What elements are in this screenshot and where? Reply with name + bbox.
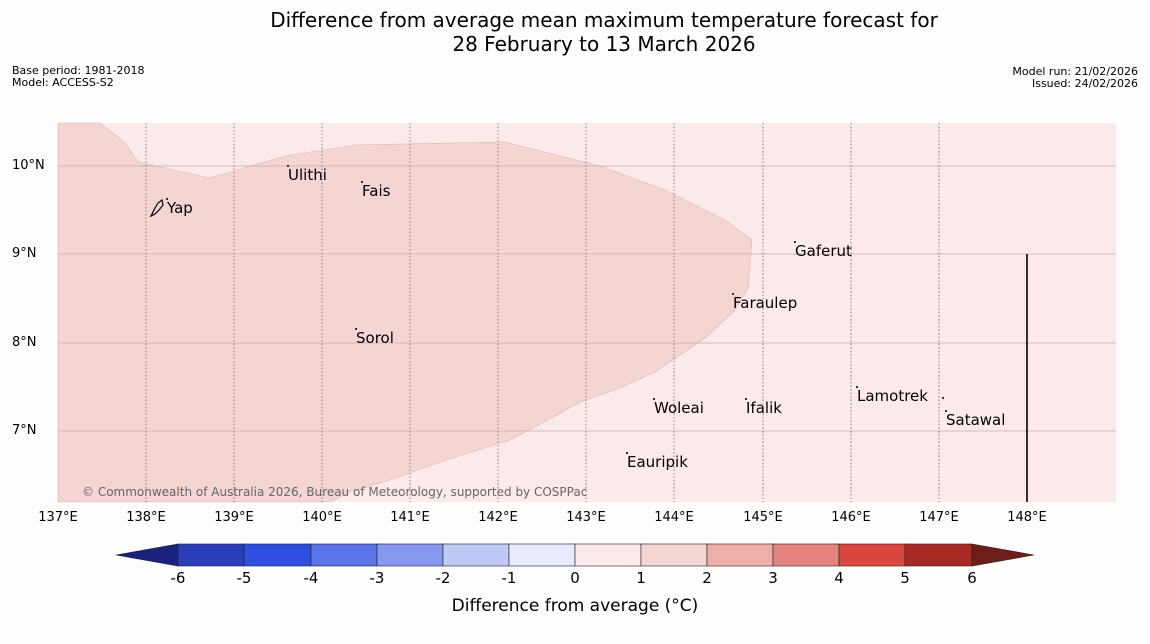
lon-gridlines [145, 123, 940, 502]
lon-label-141e: 141°E [390, 510, 430, 525]
colorbar-bin-0 [574, 543, 642, 567]
place-eauripik: Eauripik [626, 452, 688, 471]
place-satawal: Satawal [944, 410, 1006, 429]
colorbar-bin-m4 [310, 543, 378, 567]
colorbar-label: Difference from average (°C) [451, 596, 699, 616]
colorbar-tick: 6 [967, 569, 977, 587]
lon-label-147e: 147°E [919, 510, 959, 525]
colorbar-bin-2 [706, 543, 774, 567]
lon-label-143e: 143°E [566, 510, 606, 525]
place-lamotrek: Lamotrek [856, 386, 928, 405]
lon-label-148e: 148°E [1007, 510, 1047, 525]
colorbar-bin-m1 [508, 543, 576, 567]
lat-label-7n: 7°N [12, 423, 37, 438]
issued-date: Issued: 24/02/2026 [1031, 77, 1138, 90]
island-dot-icon [942, 397, 944, 399]
colorbar-tick: -5 [236, 569, 252, 587]
base-period: Base period: 1981-2018 [12, 64, 145, 77]
lon-label-138e: 138°E [126, 510, 166, 525]
lon-label-145e: 145°E [743, 510, 783, 525]
colorbar-tick: -1 [501, 569, 517, 587]
title-line-1: Difference from average mean maximum tem… [270, 8, 938, 32]
colorbar-bin-3 [772, 543, 840, 567]
lon-label-139e: 139°E [214, 510, 254, 525]
place-gaferut: Gaferut [794, 241, 852, 260]
place-ulithi: Ulithi [287, 165, 327, 184]
colorbar-bin-1 [640, 543, 708, 567]
colorbar-bin-4 [838, 543, 906, 567]
colorbar-tick: -3 [369, 569, 385, 587]
place-faraulep: Faraulep [731, 293, 798, 312]
yap-island-icon [149, 198, 164, 218]
place-woleai: Woleai [653, 398, 704, 417]
lat-label-9n: 9°N [12, 246, 37, 261]
colorbar-tick: -2 [435, 569, 451, 587]
colorbar-bin-m3 [376, 543, 444, 567]
lon-label-142e: 142°E [478, 510, 518, 525]
colorbar-tick: 1 [636, 569, 646, 587]
colorbar-above-max [971, 543, 1035, 567]
lat-label-10n: 10°N [12, 158, 45, 173]
colorbar-tick: 2 [702, 569, 712, 587]
colorbar-tick: 5 [900, 569, 910, 587]
colorbar-tick: -4 [303, 569, 319, 587]
map-title: Difference from average mean maximum tem… [0, 8, 1150, 56]
model-run: Model run: 21/02/2026 [1012, 65, 1138, 78]
place-fais: Fais [360, 181, 391, 200]
copyright-notice: © Commonwealth of Australia 2026, Bureau… [82, 485, 588, 499]
meta-left: Base period: 1981-2018 Model: ACCESS-S2 [12, 65, 144, 89]
colorbar-bin-m2 [442, 543, 510, 567]
model-name: Model: ACCESS-S2 [12, 76, 114, 89]
colorbar [115, 543, 1035, 567]
lon-label-144e: 144°E [654, 510, 694, 525]
title-line-2: 28 February to 13 March 2026 [452, 32, 756, 56]
colorbar-tick: 0 [570, 569, 580, 587]
place-ifalik: Ifalik [745, 398, 782, 417]
colorbar-bin-m5 [243, 543, 312, 567]
lat-label-8n: 8°N [12, 335, 37, 350]
colorbar-tick: 3 [768, 569, 778, 587]
colorbar-bin-m6 [177, 543, 245, 567]
place-sorol: Sorol [355, 328, 394, 347]
colorbar-tick: -6 [170, 569, 186, 587]
lon-label-146e: 146°E [831, 510, 871, 525]
meta-right: Model run: 21/02/2026 Issued: 24/02/2026 [1012, 66, 1138, 90]
colorbar-bin-5 [904, 543, 973, 567]
place-yap: Yap [166, 198, 193, 217]
lon-label-140e: 140°E [302, 510, 342, 525]
colorbar-below-min [115, 543, 179, 567]
anomaly-region-1-2 [57, 122, 753, 503]
colorbar-tick: 4 [834, 569, 844, 587]
lon-label-137e: 137°E [38, 510, 78, 525]
